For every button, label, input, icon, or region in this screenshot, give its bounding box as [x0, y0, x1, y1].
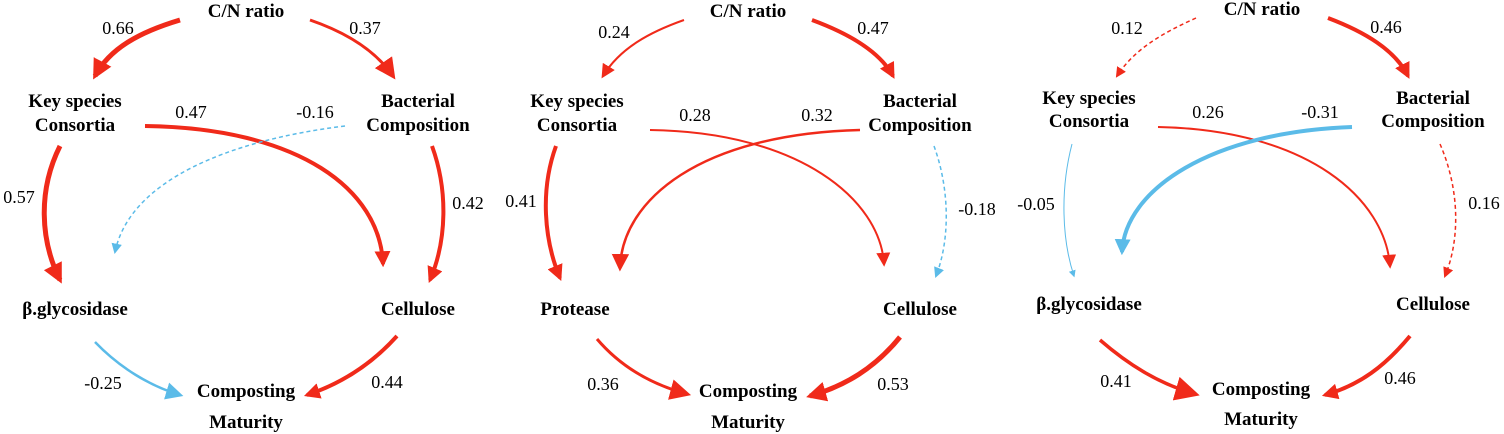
node-composting: Composting — [699, 381, 798, 402]
coef-cn-bacterial: 0.46 — [1370, 17, 1402, 37]
node-key-species: Key species — [28, 91, 121, 112]
coef-key-cross: 0.28 — [679, 105, 711, 125]
arrow-cn-to-key — [92, 17, 181, 80]
panel-1: C/N ratio Key species Consortia Bacteria… — [3, 1, 484, 433]
node-composting: Composting — [197, 381, 296, 402]
node-bacterial: Bacterial — [381, 91, 455, 112]
node-bacterial: Bacterial — [1396, 88, 1470, 109]
node-composition: Composition — [1381, 111, 1485, 132]
coef-key-left: 0.57 — [3, 187, 35, 207]
coef-cellulose-maturity: 0.44 — [371, 372, 403, 392]
node-beta-glycosidase: β.glycosidase — [1036, 294, 1142, 315]
panel-2: C/N ratio Key species Consortia Bacteria… — [505, 1, 996, 433]
arrow-cellulose-to-maturity — [1321, 334, 1412, 400]
coef-key-left: 0.41 — [505, 191, 537, 211]
node-consortia: Consortia — [35, 115, 116, 136]
node-beta-glycosidase: β.glycosidase — [22, 299, 128, 320]
coef-cn-key: 0.24 — [598, 22, 630, 42]
node-consortia: Consortia — [1049, 111, 1130, 132]
arrow-key-to-cellulose — [1157, 126, 1397, 269]
coef-left-maturity: 0.36 — [587, 374, 619, 394]
arrow-bacterial-to-left — [611, 128, 861, 272]
arrow-cellulose-to-maturity — [303, 334, 399, 399]
coef-cellulose-maturity: 0.46 — [1384, 368, 1416, 388]
arrow-key-to-left — [41, 144, 63, 284]
arrow-key-to-cellulose — [649, 129, 891, 267]
arrow-left-to-maturity — [1098, 338, 1200, 401]
arrow-cellulose-to-maturity — [806, 335, 902, 402]
arrow-bacterial-to-cellulose — [933, 145, 947, 278]
coef-left-maturity: -0.25 — [84, 373, 122, 393]
coef-bacterial-cross: -0.16 — [296, 102, 334, 122]
coef-bacterial-cross: 0.32 — [801, 105, 833, 125]
arrow-bacterial-to-left — [111, 125, 346, 255]
arrow-bacterial-to-cellulose — [427, 145, 446, 283]
node-cellulose: Cellulose — [1396, 294, 1470, 315]
coef-cn-bacterial: 0.37 — [349, 18, 381, 38]
coef-bacterial-cellulose: -0.18 — [958, 199, 996, 219]
node-cellulose: Cellulose — [381, 299, 455, 320]
node-maturity: Maturity — [1224, 409, 1298, 430]
arrow-cn-to-bacterial — [811, 18, 895, 79]
coef-key-cross: 0.26 — [1192, 102, 1224, 122]
node-composition: Composition — [366, 115, 470, 136]
arrow-key-to-left — [1063, 143, 1076, 278]
arrow-left-to-maturity — [595, 338, 692, 400]
coef-bacterial-cellulose: 0.16 — [1468, 193, 1500, 213]
coef-cn-key: 0.12 — [1111, 18, 1143, 38]
coef-bacterial-cellulose: 0.42 — [452, 193, 484, 213]
coef-cn-key: 0.66 — [102, 18, 134, 38]
node-key-species: Key species — [1042, 88, 1135, 109]
arrow-cn-to-bacterial — [309, 18, 396, 80]
node-key-species: Key species — [530, 91, 623, 112]
node-cn-ratio: C/N ratio — [1224, 0, 1301, 20]
node-protease: Protease — [540, 299, 609, 320]
node-maturity: Maturity — [209, 412, 283, 433]
coef-left-maturity: 0.41 — [1100, 371, 1132, 391]
node-composting: Composting — [1212, 379, 1311, 400]
panel-3: C/N ratio Key species Consortia Bacteria… — [1017, 0, 1500, 430]
node-bacterial: Bacterial — [883, 91, 957, 112]
node-consortia: Consortia — [537, 115, 618, 136]
arrow-bacterial-to-cellulose — [1439, 143, 1457, 278]
coef-key-cross: 0.47 — [175, 102, 207, 122]
coef-bacterial-cross: -0.31 — [1301, 102, 1339, 122]
node-cellulose: Cellulose — [883, 299, 957, 320]
node-cn-ratio: C/N ratio — [710, 1, 787, 22]
arrow-cn-to-key — [1115, 17, 1197, 78]
arrow-bacterial-to-left — [1114, 125, 1353, 256]
coef-key-left: -0.05 — [1017, 194, 1055, 214]
arrow-left-to-maturity — [94, 341, 184, 400]
coef-cn-bacterial: 0.47 — [857, 18, 889, 38]
node-maturity: Maturity — [711, 412, 785, 433]
arrow-cn-to-key — [601, 19, 685, 79]
arrow-cn-to-bacterial — [1327, 16, 1410, 79]
node-cn-ratio: C/N ratio — [208, 1, 285, 22]
node-composition: Composition — [868, 115, 972, 136]
coef-cellulose-maturity: 0.53 — [877, 374, 909, 394]
arrow-key-to-left — [543, 145, 563, 281]
arrow-key-to-cellulose — [144, 124, 391, 268]
